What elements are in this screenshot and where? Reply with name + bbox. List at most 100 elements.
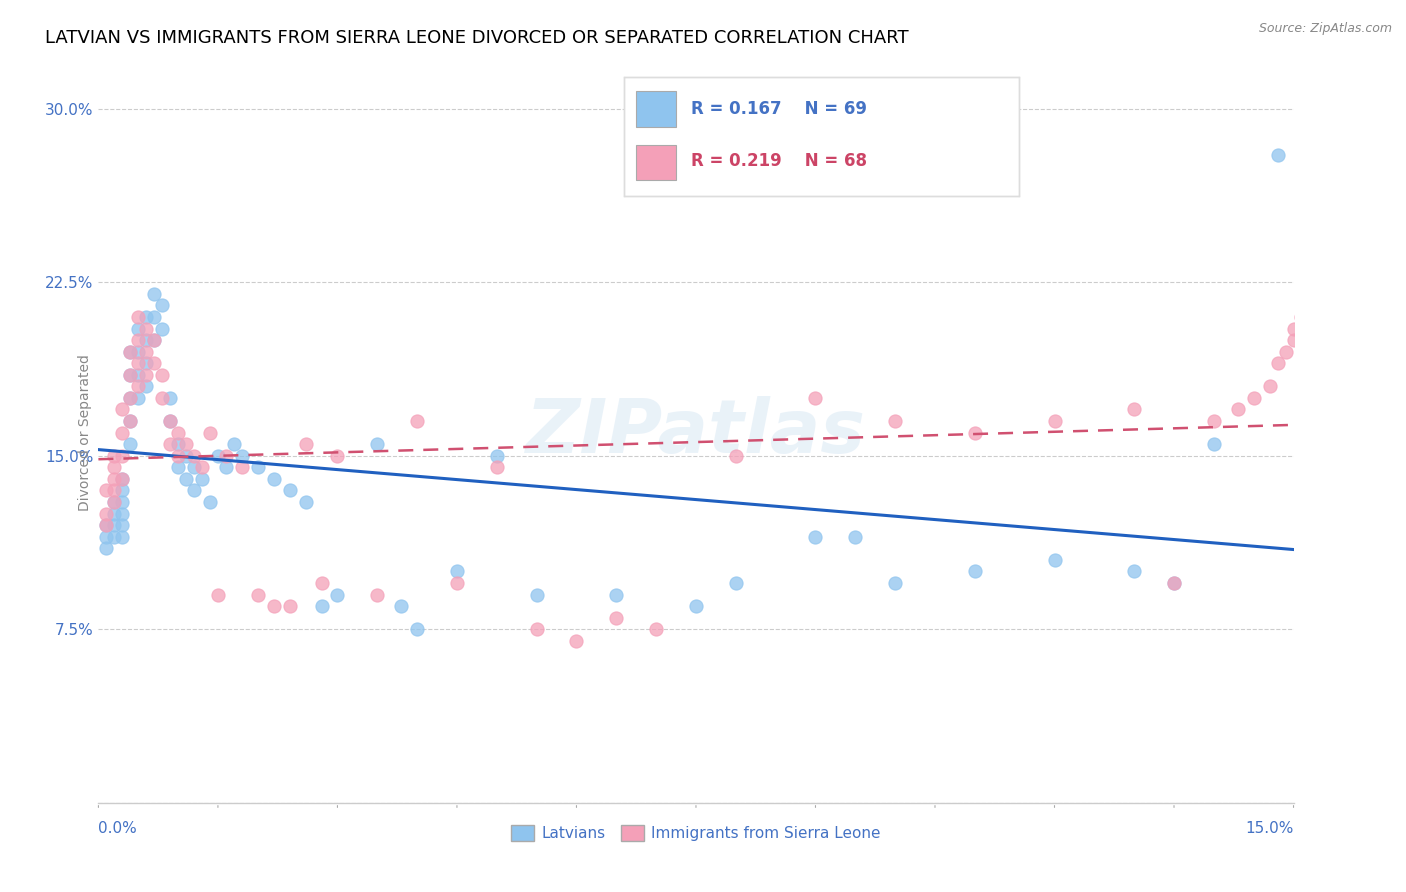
- Point: [143, 333, 166, 347]
- Point: [326, 588, 349, 602]
- Point: [198, 425, 221, 440]
- Point: [263, 472, 285, 486]
- Point: [103, 507, 125, 521]
- Point: [1258, 379, 1281, 393]
- Point: [174, 449, 197, 463]
- Point: [311, 599, 333, 614]
- Point: [526, 588, 548, 602]
- Point: [1163, 576, 1185, 591]
- Point: [103, 472, 125, 486]
- Legend: Latvians, Immigrants from Sierra Leone: Latvians, Immigrants from Sierra Leone: [505, 819, 887, 847]
- Point: [844, 530, 866, 544]
- Point: [174, 437, 197, 451]
- Point: [150, 321, 173, 335]
- Point: [485, 449, 508, 463]
- Point: [111, 425, 134, 440]
- Point: [120, 368, 142, 382]
- Point: [191, 472, 214, 486]
- Point: [127, 333, 149, 347]
- Point: [366, 437, 388, 451]
- Point: [1274, 344, 1296, 359]
- Point: [183, 449, 205, 463]
- Point: [96, 530, 118, 544]
- Text: LATVIAN VS IMMIGRANTS FROM SIERRA LEONE DIVORCED OR SEPARATED CORRELATION CHART: LATVIAN VS IMMIGRANTS FROM SIERRA LEONE …: [45, 29, 908, 47]
- Point: [1267, 148, 1289, 162]
- Point: [150, 391, 173, 405]
- Point: [103, 449, 125, 463]
- Point: [1043, 414, 1066, 428]
- Point: [222, 437, 245, 451]
- Point: [143, 286, 166, 301]
- Point: [1123, 402, 1146, 417]
- Text: 0.0%: 0.0%: [98, 822, 138, 837]
- Point: [207, 588, 229, 602]
- Point: [724, 449, 747, 463]
- Point: [120, 368, 142, 382]
- Point: [231, 460, 253, 475]
- Point: [127, 379, 149, 393]
- Point: [120, 391, 142, 405]
- Point: [963, 565, 986, 579]
- Point: [605, 588, 627, 602]
- Point: [884, 414, 907, 428]
- Point: [127, 321, 149, 335]
- Point: [159, 414, 181, 428]
- Point: [120, 344, 142, 359]
- Point: [103, 483, 125, 498]
- Point: [207, 449, 229, 463]
- Point: [150, 368, 173, 382]
- Point: [326, 449, 349, 463]
- Point: [294, 437, 316, 451]
- Point: [1202, 437, 1225, 451]
- Point: [159, 391, 181, 405]
- Point: [278, 599, 301, 614]
- Point: [127, 356, 149, 370]
- Text: 15.0%: 15.0%: [1246, 822, 1294, 837]
- Point: [446, 565, 468, 579]
- Point: [884, 576, 907, 591]
- Point: [1163, 576, 1185, 591]
- Point: [103, 460, 125, 475]
- Point: [111, 402, 134, 417]
- Point: [96, 483, 118, 498]
- Point: [191, 460, 214, 475]
- Point: [111, 495, 134, 509]
- Point: [111, 507, 134, 521]
- Text: ZIPatlas: ZIPatlas: [526, 396, 866, 469]
- Text: Source: ZipAtlas.com: Source: ZipAtlas.com: [1258, 22, 1392, 36]
- Point: [96, 518, 118, 533]
- Point: [1202, 414, 1225, 428]
- Point: [215, 460, 238, 475]
- Point: [294, 495, 316, 509]
- Point: [135, 379, 157, 393]
- Point: [96, 541, 118, 556]
- Point: [135, 356, 157, 370]
- Point: [605, 610, 627, 624]
- Point: [183, 483, 205, 498]
- Point: [103, 518, 125, 533]
- Point: [127, 368, 149, 382]
- Point: [150, 298, 173, 312]
- Point: [263, 599, 285, 614]
- Point: [215, 449, 238, 463]
- Point: [135, 333, 157, 347]
- Point: [406, 622, 429, 636]
- Point: [1267, 356, 1289, 370]
- Point: [685, 599, 707, 614]
- Point: [135, 368, 157, 382]
- Point: [1226, 402, 1249, 417]
- Point: [111, 449, 134, 463]
- Point: [127, 344, 149, 359]
- Point: [120, 344, 142, 359]
- Point: [120, 437, 142, 451]
- Point: [183, 460, 205, 475]
- Point: [111, 483, 134, 498]
- Point: [111, 518, 134, 533]
- Point: [120, 391, 142, 405]
- Point: [246, 588, 269, 602]
- Point: [366, 588, 388, 602]
- Point: [167, 460, 190, 475]
- Point: [246, 460, 269, 475]
- Point: [159, 414, 181, 428]
- Point: [311, 576, 333, 591]
